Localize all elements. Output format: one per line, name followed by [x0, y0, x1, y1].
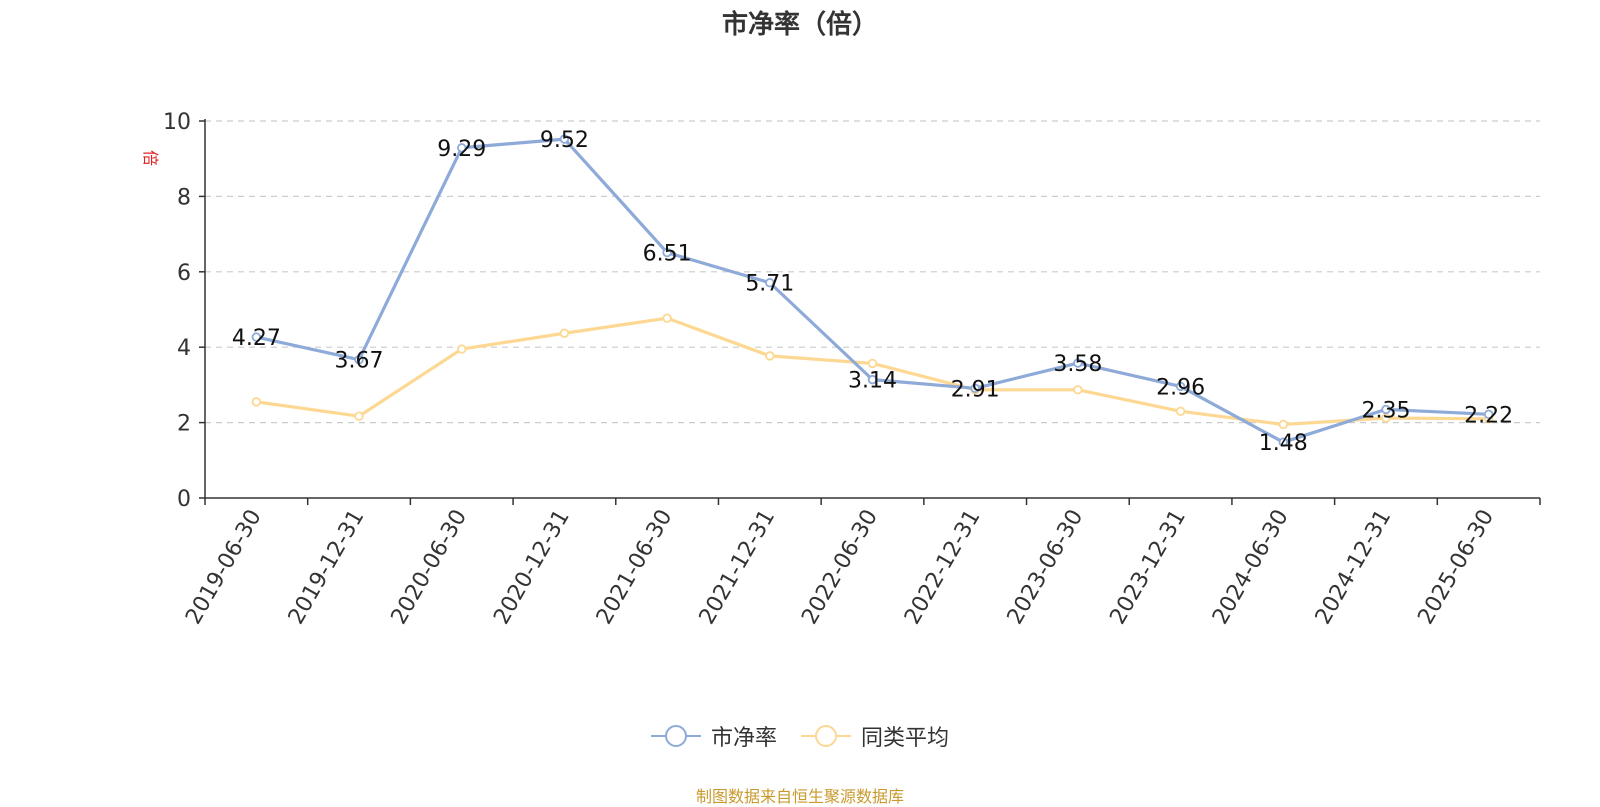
legend-item[interactable]: 市净率: [650, 720, 777, 752]
data-point: [354, 354, 364, 365]
y-axis-label: 倍: [141, 150, 160, 166]
data-point: [765, 278, 775, 288]
x-tick-label: 2022-06-30: [797, 506, 883, 629]
series-line: [256, 137, 1489, 444]
x-tick-label: 2025-06-30: [1413, 506, 1499, 629]
data-label: 3.67: [335, 349, 384, 374]
legend-circle: [664, 725, 687, 747]
data-label: 6.51: [643, 242, 692, 267]
data-point: [765, 351, 775, 361]
data-labels: 4.27 3.67 9.29 9.52 6.51 5.71 3.14 2.91 3.58 2.96…: [232, 128, 1513, 456]
data-point: [251, 397, 262, 407]
data-label: 2.35: [1361, 398, 1410, 423]
y-tick-label: 6: [177, 261, 191, 286]
data-label: 3.14: [848, 369, 897, 394]
data-point: [1073, 385, 1083, 395]
y-tick-label: 0: [177, 487, 191, 512]
y-tick-label: 4: [177, 336, 191, 361]
x-tick-label: 2019-06-30: [181, 506, 267, 629]
data-label: 9.52: [540, 128, 589, 153]
data-point: [457, 143, 467, 153]
data-point: [251, 332, 262, 342]
data-point: [1483, 409, 1494, 420]
y-tick-label: 10: [163, 110, 191, 135]
x-tick-label: 2023-06-30: [1003, 506, 1089, 629]
data-point: [867, 358, 878, 369]
legend-circle: [815, 725, 837, 747]
data-point: [559, 328, 570, 338]
legend-line-circle-icon: [801, 725, 851, 747]
data-point: [1278, 437, 1288, 447]
x-tick-label: 2020-12-31: [489, 506, 575, 629]
data-point: [1073, 358, 1083, 368]
series: [251, 134, 1494, 447]
x-tick-label: 2024-06-30: [1208, 506, 1294, 629]
data-point: [457, 344, 467, 354]
data-point: [1278, 419, 1288, 430]
data-label: 4.27: [232, 326, 281, 351]
x-tick-label: 2021-06-30: [592, 506, 678, 629]
data-point: [662, 247, 672, 258]
x-tick-label: 2022-12-31: [900, 506, 986, 629]
data-label: 3.58: [1053, 352, 1102, 377]
source-note: 制图数据来自恒生聚源数据库: [695, 787, 904, 806]
legend-label: 同类平均: [861, 726, 950, 751]
data-label: 1.48: [1259, 431, 1308, 456]
data-label: 9.29: [437, 137, 486, 162]
data-point: [559, 134, 570, 144]
x-tick-label: 2019-12-31: [284, 506, 370, 629]
x-tick-label: 2020-06-30: [387, 506, 473, 629]
data-point: [354, 411, 364, 421]
data-point: [970, 383, 980, 393]
data-point: [662, 313, 672, 323]
data-label: 2.22: [1464, 403, 1513, 428]
data-point: [1175, 381, 1186, 392]
x-tick-label: 2024-12-31: [1311, 506, 1397, 629]
data-point: [1381, 413, 1391, 423]
legend-line-circle-icon: [650, 725, 701, 747]
data-label: 2.96: [1156, 375, 1205, 400]
y-tick-label: 2: [177, 412, 191, 437]
y-tick-label: 8: [177, 185, 191, 210]
x-tick-label: 2021-12-31: [695, 506, 781, 629]
data-point: [867, 374, 878, 385]
data-point: [1381, 404, 1391, 415]
data-point: [1175, 406, 1186, 416]
data-label: 2.91: [951, 377, 1000, 402]
chart-title: 市净率（倍）: [721, 10, 878, 40]
legend-label: 市净率: [710, 726, 777, 751]
x-tick-label: 2023-12-31: [1105, 506, 1191, 629]
legend-item[interactable]: 同类平均: [801, 720, 949, 752]
legend: 市净率 同类平均: [0, 720, 1600, 752]
data-label: 5.71: [745, 272, 794, 297]
